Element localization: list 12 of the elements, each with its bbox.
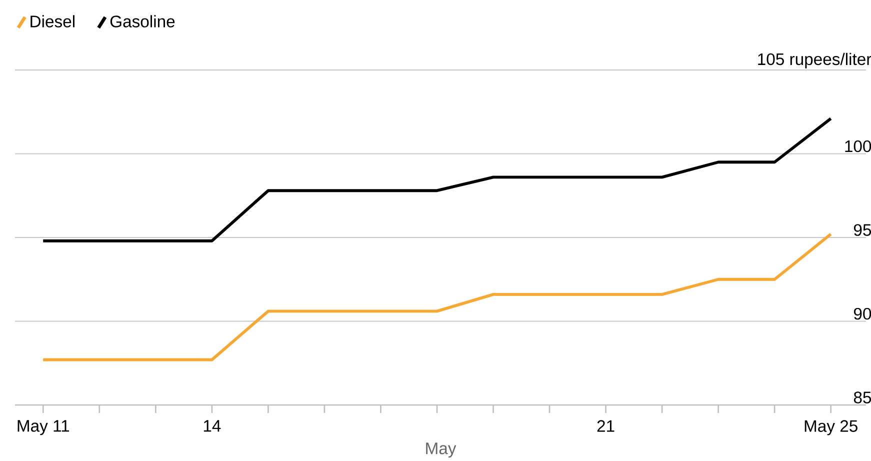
y-tick-label: 85 xyxy=(854,392,871,404)
legend-label: Diesel xyxy=(30,15,74,28)
x-tick-label: May 11 xyxy=(18,420,70,436)
y-tick-label: 105 rupees/liter xyxy=(758,52,871,68)
x-tick-label: 14 xyxy=(204,420,221,432)
y-tick-label: 95 xyxy=(854,224,871,236)
x-tick-label: 21 xyxy=(597,420,614,432)
y-tick-label: 100 xyxy=(845,140,871,152)
y-tick-label: 90 xyxy=(854,308,871,320)
legend-label: Gasoline xyxy=(110,15,175,28)
x-tick-label: May 25 xyxy=(804,420,858,436)
x-axis-title: May xyxy=(426,442,456,458)
